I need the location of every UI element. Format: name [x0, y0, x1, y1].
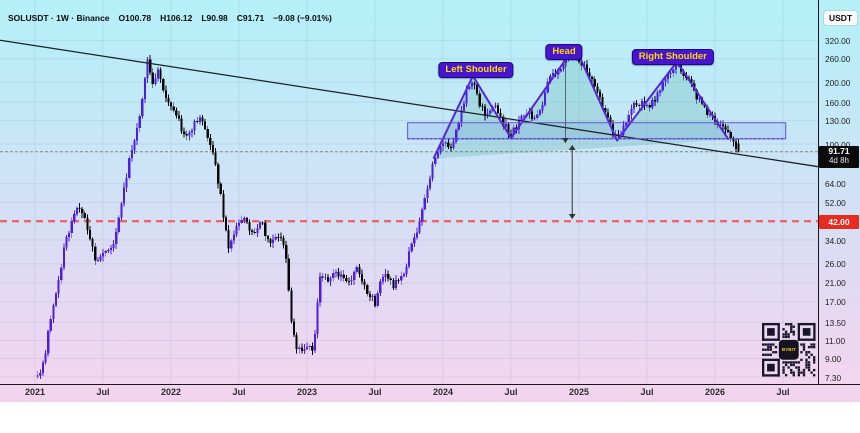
descending-trendline[interactable]: [0, 39, 819, 168]
head-height-measure-line[interactable]: [562, 59, 569, 144]
qr-code: BYBIT: [762, 323, 816, 382]
currency-toggle-button[interactable]: USDT: [824, 11, 858, 25]
head-label[interactable]: Head: [545, 44, 583, 60]
time-tick-label: 2023: [296, 387, 318, 397]
price-tick-label: 260.00: [825, 54, 851, 65]
current-price-badge: 91.71 4d 8h: [819, 145, 859, 168]
price-tick-label: 200.00: [825, 77, 851, 88]
ohlc-change: −9.08 (−9.01%): [273, 13, 332, 23]
price-tick-label: 11.00: [825, 336, 846, 346]
time-tick-label: Jul: [368, 387, 382, 397]
neckline-zone-fill: [407, 122, 786, 139]
price-tick-label: 34.00: [825, 235, 846, 246]
time-tick-label: Jul: [96, 387, 110, 397]
symbol-title[interactable]: SOLUSDT · 1W · Binance: [8, 13, 110, 23]
ohlc-open: O100.78: [118, 13, 152, 23]
price-tick-label: 160.00: [825, 97, 851, 108]
ohlc-close: C91.71: [236, 13, 265, 23]
pattern-fill: [433, 46, 729, 159]
time-tick-label: 2021: [24, 387, 46, 397]
price-axis[interactable]: USDT 91.71 4d 8h 42.00 320.00 260.00 200.0…: [819, 0, 860, 385]
time-tick-label: 2026: [704, 387, 726, 397]
price-tick-label: 64.00: [825, 179, 846, 190]
current-price-value: 91.71: [828, 145, 850, 156]
price-level-badge: 42.00: [819, 214, 859, 229]
price-chart-pane[interactable]: SOLUSDT · 1W · Binance O100.78 H106.12 L…: [0, 0, 860, 402]
price-tick-label: 52.00: [825, 197, 846, 208]
symbol-ohlc-row: SOLUSDT · 1W · Binance O100.78 H106.12 L…: [8, 13, 332, 23]
candlestick-chart-canvas[interactable]: [0, 0, 860, 402]
candles-layer: [36, 45, 740, 379]
ohlc-low: L90.98: [201, 13, 228, 23]
price-tick-label: 130.00: [825, 116, 851, 127]
price-tick-label: 21.00: [825, 278, 846, 289]
time-tick-label: Jul: [504, 387, 518, 397]
time-tick-label: 2025: [568, 387, 590, 397]
time-tick-label: Jul: [640, 387, 654, 397]
price-tick-label: 26.00: [825, 259, 846, 270]
price-tick-label: 17.00: [825, 297, 846, 308]
price-tick-label: 7.30: [825, 372, 842, 383]
time-axis[interactable]: 2021 Jul 2022 Jul 2023 Jul 2024 Jul 2025 Jul 2026 J…: [0, 386, 860, 402]
time-tick-label: 2022: [160, 387, 182, 397]
qr-logo-text: BYBIT: [782, 347, 796, 352]
price-tick-label: 9.00: [825, 353, 842, 364]
left-shoulder-label[interactable]: Left Shoulder: [438, 61, 514, 78]
price-tick-label: 13.50: [825, 317, 846, 328]
price-tick-label: 100.00: [825, 139, 851, 150]
ohlc-high: H106.12: [160, 13, 193, 23]
time-tick-label: Jul: [232, 387, 246, 397]
right-shoulder-label[interactable]: Right Shoulder: [631, 48, 714, 65]
time-tick-label: 2024: [432, 387, 454, 397]
price-tick-label: 320.00: [825, 35, 851, 46]
time-tick-label: Jul: [776, 387, 790, 397]
bar-countdown: 4d 8h: [828, 156, 850, 166]
measured-move-arrow[interactable]: [568, 144, 576, 220]
